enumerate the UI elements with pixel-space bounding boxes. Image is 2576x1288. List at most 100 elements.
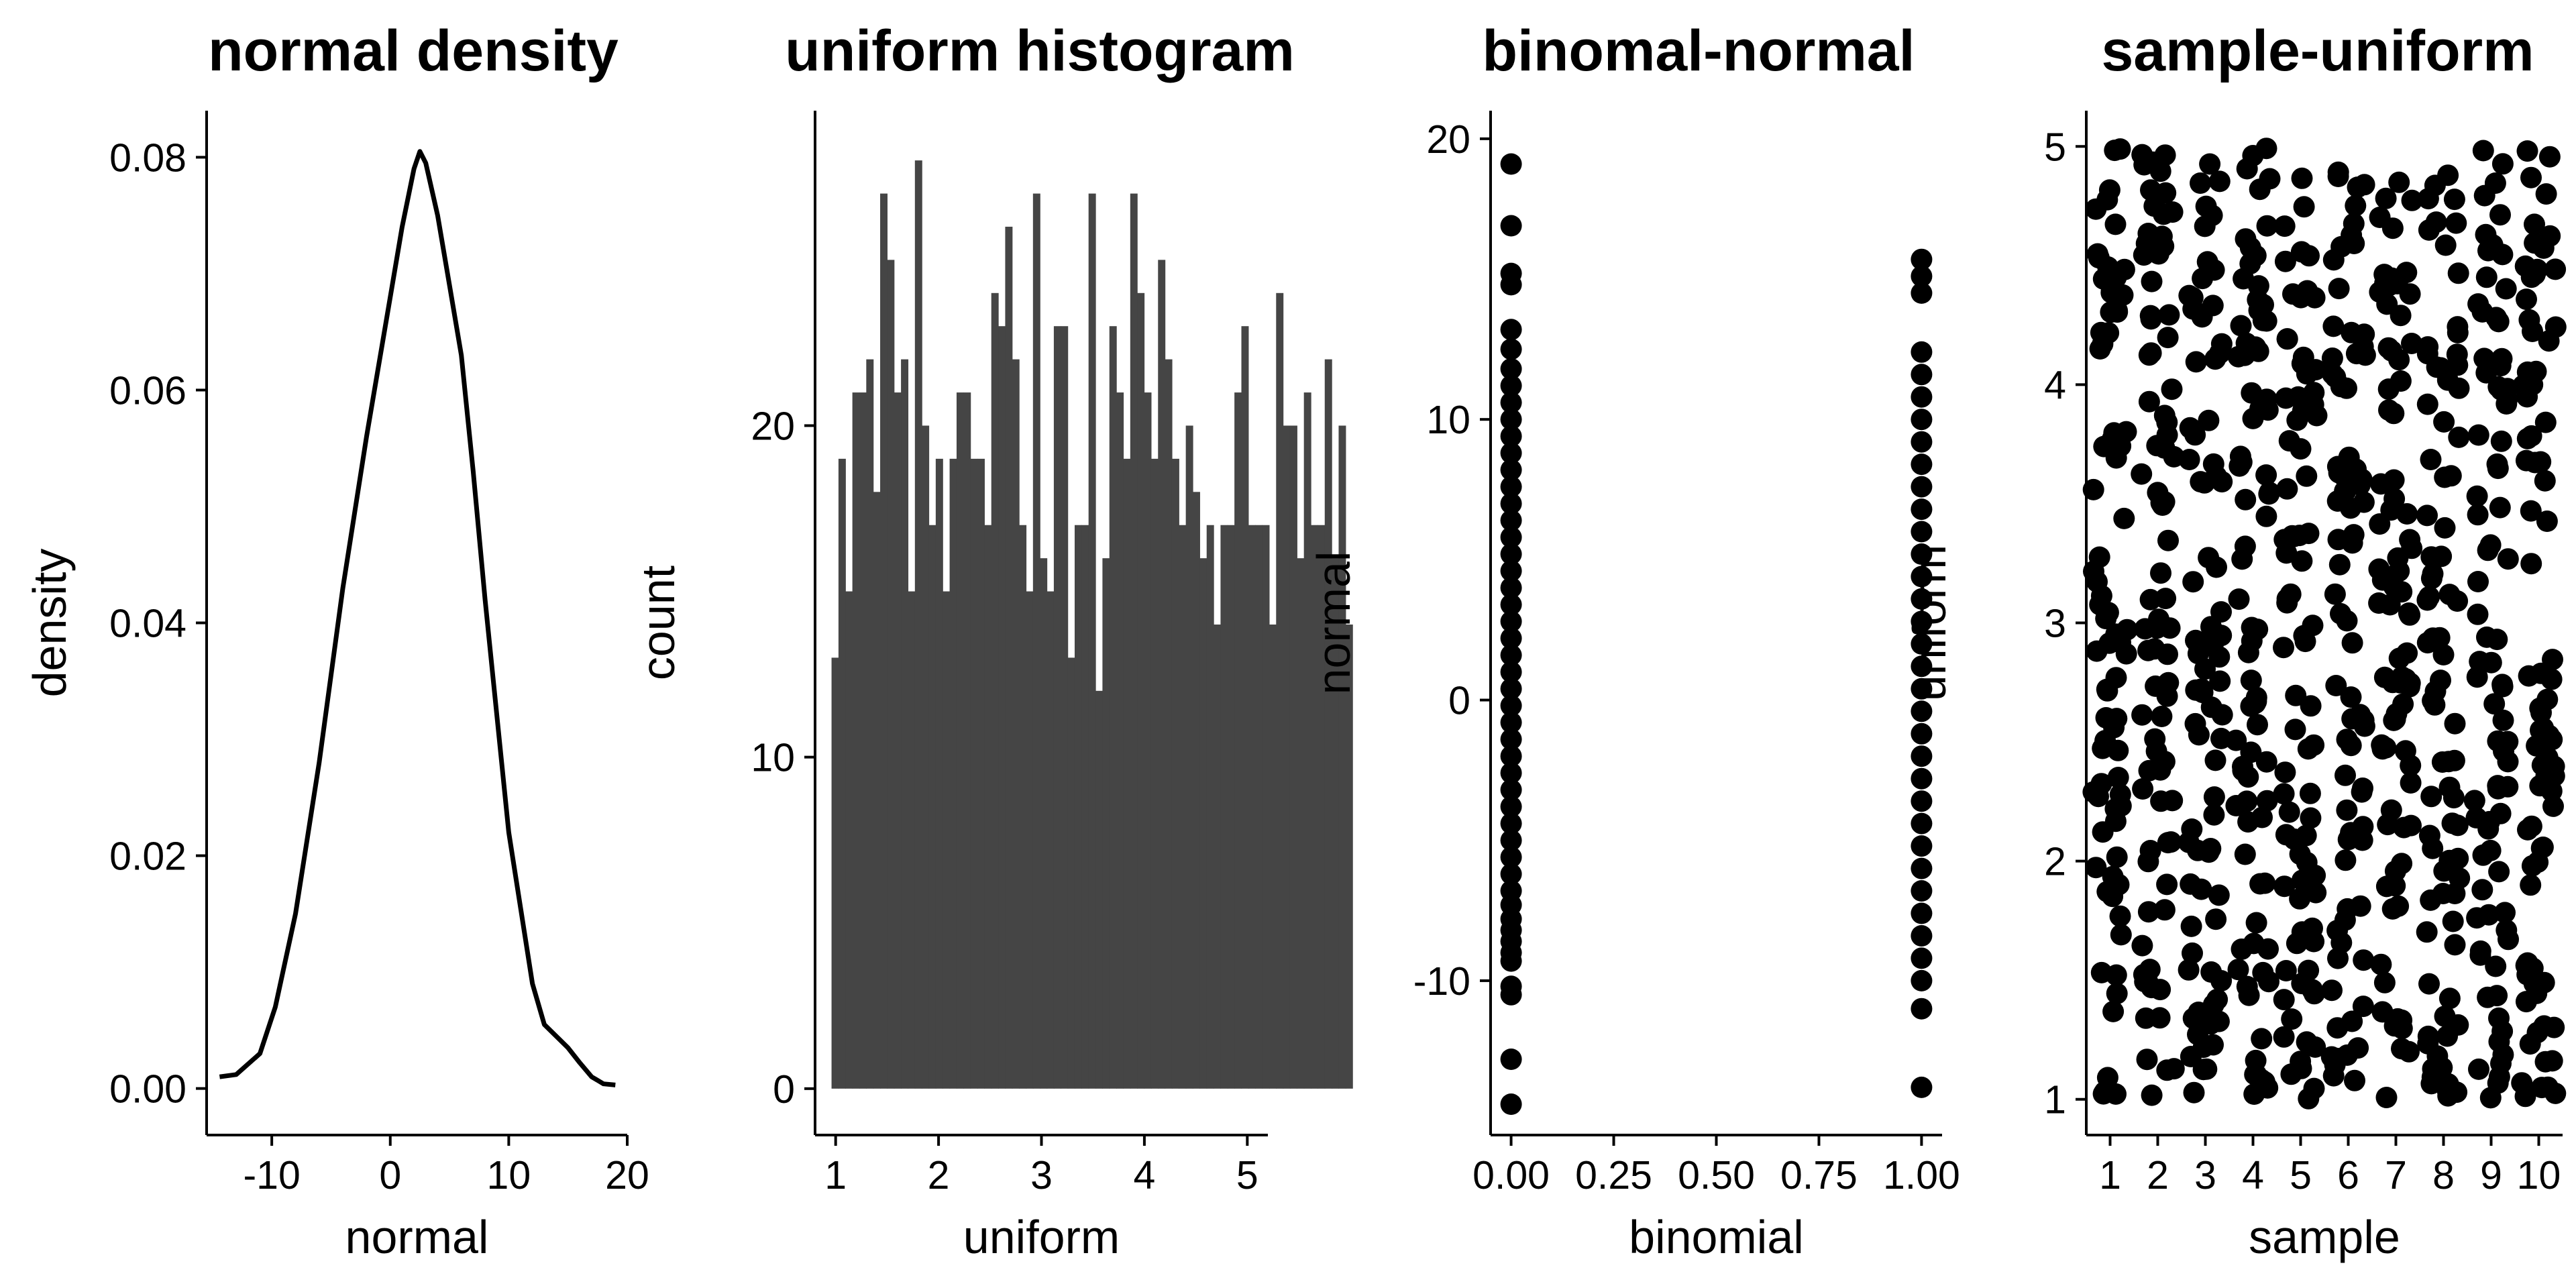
data-point [2340,822,2362,844]
data-point [2396,262,2418,284]
data-point [1500,729,1522,751]
data-point [2336,799,2358,821]
data-point [2090,321,2112,343]
data-point [2401,537,2423,559]
histogram-bar [866,359,874,1089]
data-point [2155,182,2177,204]
data-point [1500,863,1522,885]
data-point [2490,430,2512,452]
data-point [2102,1000,2125,1022]
data-point [2498,928,2519,951]
histogram-bar [1199,558,1208,1089]
data-point [2146,435,2168,457]
data-point [2194,472,2216,494]
x-tick-label: 20 [605,1153,649,1197]
data-point [2208,170,2231,193]
data-point [2491,1020,2514,1042]
data-point [2345,343,2367,365]
data-point [2210,970,2233,991]
data-point [1500,610,1522,633]
histogram-bar [1345,624,1353,1089]
data-point [2534,470,2556,492]
histogram-bar [1102,558,1110,1089]
data-point [2526,258,2548,280]
data-point [2434,234,2457,256]
data-point [1500,338,1522,360]
data-point [2418,973,2440,995]
data-point [2302,917,2323,939]
data-point [2444,883,2466,904]
data-point [2104,810,2127,833]
histogram-bar [1289,425,1297,1089]
x-axis-label: sample [2249,1211,2400,1263]
histogram-bar [914,160,922,1089]
data-point [2432,644,2455,665]
histogram-bar [1338,425,1346,1089]
data-point [1500,1049,1522,1070]
data-point [2446,343,2468,366]
data-point [2103,716,2125,739]
data-point [1911,248,1933,270]
data-point [1911,521,1933,543]
data-point [2520,553,2542,575]
data-point [2522,321,2543,342]
data-point [1500,627,1522,649]
x-tick-label: 0.00 [1472,1153,1550,1197]
data-point [2495,278,2517,300]
data-point [2296,1031,2318,1053]
data-point [2255,310,2277,332]
data-point [2094,1081,2116,1103]
x-tick-label: 2 [928,1153,950,1197]
data-point [2259,482,2281,504]
data-point [2491,244,2514,266]
data-point [2300,695,2322,717]
data-point [2139,305,2161,327]
data-point [1500,812,1522,835]
data-point [2322,363,2344,385]
histogram-bar [963,392,971,1089]
data-point [2341,632,2363,654]
data-point [2131,704,2153,726]
data-point [2086,243,2108,265]
data-point [1911,745,1933,767]
data-point [2373,971,2396,994]
data-point [2489,496,2511,519]
data-point [2388,171,2410,193]
data-point [2341,532,2363,554]
histogram-bar [873,492,881,1089]
data-point [2278,801,2300,823]
data-point [2208,1010,2230,1032]
data-point [2334,849,2357,871]
data-point [1500,1093,1522,1115]
data-point [2151,706,2173,727]
histogram-bar [1026,591,1034,1089]
data-point [2416,921,2438,943]
data-point [2098,179,2121,201]
data-point [2448,426,2470,448]
data-point [2467,424,2489,446]
y-axis-label: count [632,566,684,680]
data-point [1500,492,1522,515]
data-point [2143,638,2165,660]
histogram-bar [1137,292,1145,1089]
data-point [1911,633,1933,655]
data-point [2493,740,2514,762]
data-point [2530,719,2551,741]
data-point [2163,1058,2185,1080]
data-point [2141,977,2163,999]
data-point [1500,358,1522,380]
data-point [2525,360,2547,382]
data-point [2156,685,2178,707]
data-point [2296,851,2318,873]
x-axis-label: uniform [963,1211,1120,1263]
data-point [2437,1073,2459,1095]
data-point [2242,145,2264,166]
data-point [2245,912,2267,934]
data-point [1911,364,1933,386]
data-point [2249,873,2271,895]
histogram-bar [1227,525,1235,1089]
data-point [1500,409,1522,431]
panel-title: uniform histogram [785,19,1295,83]
data-point [2113,507,2135,529]
y-tick-label: 3 [2044,602,2066,646]
